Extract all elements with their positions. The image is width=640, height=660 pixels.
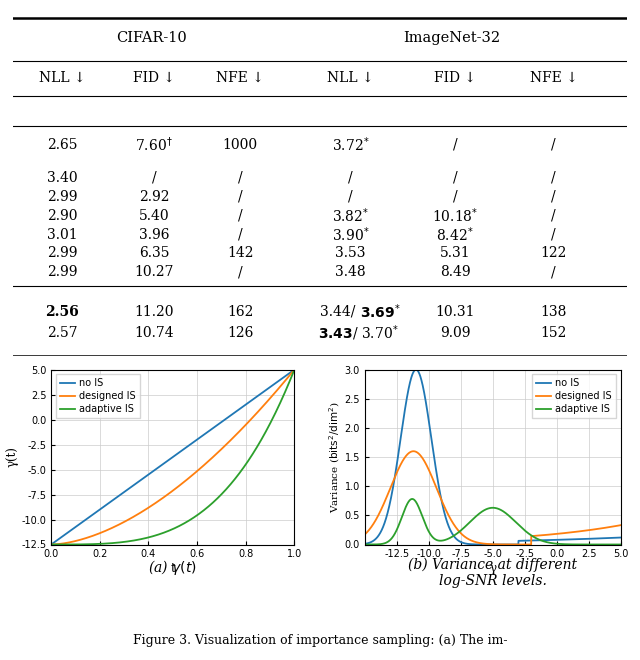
Text: 10.74: 10.74: [134, 326, 174, 340]
Text: FID ↓: FID ↓: [133, 71, 175, 84]
Text: 3.40: 3.40: [47, 171, 77, 185]
Text: 3.96: 3.96: [139, 228, 170, 242]
Text: 10.31: 10.31: [435, 305, 475, 319]
Text: NLL ↓: NLL ↓: [38, 71, 85, 84]
Legend: no IS, designed IS, adaptive IS: no IS, designed IS, adaptive IS: [56, 374, 140, 418]
X-axis label: γ: γ: [490, 562, 496, 575]
Text: /: /: [152, 171, 156, 185]
Text: ImageNet-32: ImageNet-32: [404, 31, 500, 45]
Text: 126: 126: [227, 326, 253, 340]
Text: CIFAR-10: CIFAR-10: [116, 31, 186, 45]
Text: 2.56: 2.56: [45, 305, 79, 319]
Text: /: /: [238, 190, 243, 204]
Text: 3.82$^{*}$: 3.82$^{*}$: [332, 207, 369, 225]
Text: 142: 142: [227, 246, 253, 261]
Text: 10.18$^{*}$: 10.18$^{*}$: [432, 207, 478, 225]
Text: 2.99: 2.99: [47, 265, 77, 279]
Text: 3.90$^{*}$: 3.90$^{*}$: [332, 225, 369, 244]
Text: (b) Variance at different
log-SNR levels.: (b) Variance at different log-SNR levels…: [408, 558, 577, 588]
Text: 3.48: 3.48: [335, 265, 366, 279]
Y-axis label: Variance ($\mathrm{bits^2/dim^2}$): Variance ($\mathrm{bits^2/dim^2}$): [327, 401, 342, 513]
Text: 122: 122: [540, 246, 566, 261]
Text: 8.49: 8.49: [440, 265, 470, 279]
Text: 9.09: 9.09: [440, 326, 470, 340]
Text: $\mathbf{3.69}^{*}$: $\mathbf{3.69}^{*}$: [360, 302, 401, 321]
Text: /: /: [551, 138, 556, 152]
Text: 5.40: 5.40: [139, 209, 170, 222]
Text: 2.57: 2.57: [47, 326, 77, 340]
Text: 1000: 1000: [223, 138, 258, 152]
Text: 5.31: 5.31: [440, 246, 470, 261]
Text: /: /: [238, 209, 243, 222]
Text: 2.90: 2.90: [47, 209, 77, 222]
Text: 6.35: 6.35: [139, 246, 170, 261]
Text: /: /: [238, 171, 243, 185]
Text: 11.20: 11.20: [134, 305, 174, 319]
Text: /: /: [551, 171, 556, 185]
Text: $\mathbf{3.43}$/: $\mathbf{3.43}$/: [318, 325, 359, 341]
Text: /: /: [551, 228, 556, 242]
Text: /: /: [453, 190, 458, 204]
Text: 152: 152: [540, 326, 566, 340]
X-axis label: t: t: [170, 562, 175, 575]
Text: 10.27: 10.27: [134, 265, 174, 279]
Text: /: /: [453, 171, 458, 185]
Text: NFE ↓: NFE ↓: [216, 71, 264, 84]
Text: 2.92: 2.92: [139, 190, 170, 204]
Legend: no IS, designed IS, adaptive IS: no IS, designed IS, adaptive IS: [532, 374, 616, 418]
Text: /: /: [453, 138, 458, 152]
Text: 138: 138: [540, 305, 566, 319]
Text: NFE ↓: NFE ↓: [529, 71, 577, 84]
Text: 2.65: 2.65: [47, 138, 77, 152]
Text: /: /: [238, 228, 243, 242]
Text: NLL ↓: NLL ↓: [328, 71, 374, 84]
Text: /: /: [348, 190, 353, 204]
Text: 8.42$^{*}$: 8.42$^{*}$: [436, 225, 474, 244]
Text: 2.99: 2.99: [47, 246, 77, 261]
Text: /: /: [348, 171, 353, 185]
Text: FID ↓: FID ↓: [434, 71, 476, 84]
Text: (a) $\gamma(t)$: (a) $\gamma(t)$: [148, 558, 197, 577]
Text: /: /: [551, 190, 556, 204]
Text: 3.70$^{*}$: 3.70$^{*}$: [362, 324, 399, 343]
Text: 7.60$^{\dagger}$: 7.60$^{\dagger}$: [135, 135, 173, 154]
Text: 3.53: 3.53: [335, 246, 366, 261]
Text: 3.44/: 3.44/: [319, 305, 355, 319]
Text: 162: 162: [227, 305, 253, 319]
Text: 3.72$^{*}$: 3.72$^{*}$: [332, 135, 369, 154]
Text: 2.99: 2.99: [47, 190, 77, 204]
Text: Figure 3. Visualization of importance sampling: (a) The im-: Figure 3. Visualization of importance sa…: [132, 634, 508, 647]
Text: /: /: [238, 265, 243, 279]
Y-axis label: γ(t): γ(t): [5, 447, 19, 467]
Text: 3.01: 3.01: [47, 228, 77, 242]
Text: /: /: [551, 265, 556, 279]
Text: /: /: [551, 209, 556, 222]
